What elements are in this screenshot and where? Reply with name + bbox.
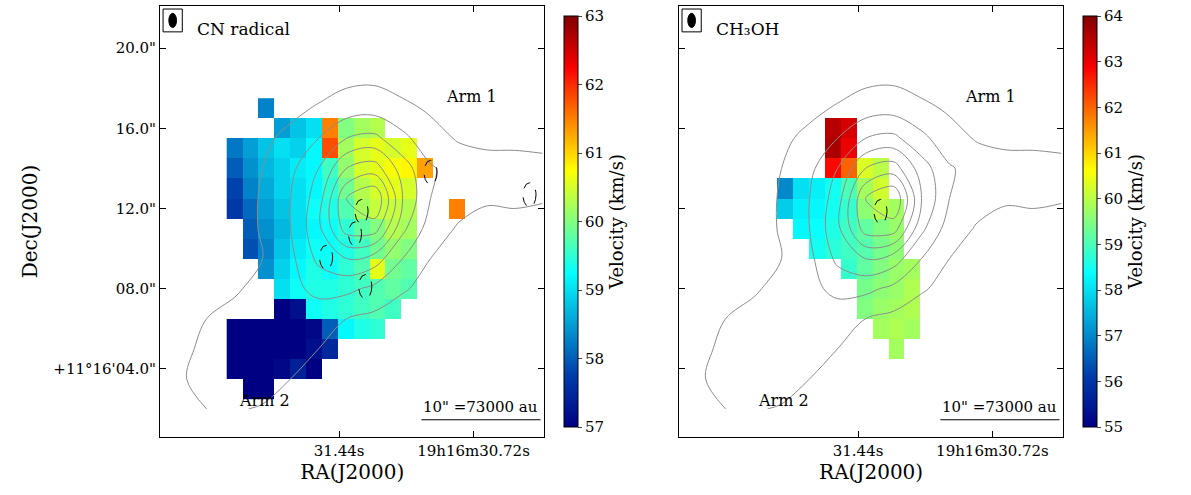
- svg-text:RA(J2000): RA(J2000): [819, 460, 923, 484]
- svg-text:10" =73000 au: 10" =73000 au: [423, 398, 538, 416]
- svg-text:RA(J2000): RA(J2000): [300, 460, 404, 484]
- svg-text:19h16m30.72s: 19h16m30.72s: [417, 442, 530, 460]
- svg-text:CN radical: CN radical: [197, 19, 290, 39]
- svg-text:20.0": 20.0": [116, 39, 156, 57]
- svg-text:63: 63: [585, 7, 604, 25]
- svg-text:58: 58: [1104, 281, 1123, 299]
- svg-text:59: 59: [585, 281, 604, 299]
- svg-text:58: 58: [585, 350, 604, 368]
- svg-text:16.0": 16.0": [116, 120, 156, 138]
- svg-text:31.44s: 31.44s: [833, 442, 884, 460]
- svg-text:12.0": 12.0": [116, 200, 156, 218]
- svg-text:61: 61: [1104, 144, 1123, 162]
- svg-text:Arm 1: Arm 1: [446, 87, 497, 106]
- svg-text:57: 57: [1104, 327, 1123, 345]
- svg-text:Velocity (km/s): Velocity (km/s): [606, 154, 627, 290]
- svg-text:62: 62: [585, 76, 604, 94]
- svg-text:19h16m30.72s: 19h16m30.72s: [936, 442, 1049, 460]
- svg-text:60: 60: [1104, 190, 1123, 208]
- svg-text:10" =73000 au: 10" =73000 au: [942, 398, 1057, 416]
- svg-text:Velocity (km/s): Velocity (km/s): [1125, 154, 1146, 290]
- svg-text:55: 55: [1104, 418, 1123, 436]
- svg-text:31.44s: 31.44s: [314, 442, 365, 460]
- svg-text:Arm 2: Arm 2: [239, 391, 290, 410]
- svg-text:CH₃OH: CH₃OH: [716, 19, 779, 39]
- svg-text:Arm 1: Arm 1: [965, 87, 1016, 106]
- svg-text:62: 62: [1104, 99, 1123, 117]
- svg-text:60: 60: [585, 213, 604, 231]
- svg-text:63: 63: [1104, 53, 1123, 71]
- svg-text:Arm 2: Arm 2: [758, 391, 809, 410]
- svg-text:57: 57: [585, 418, 604, 436]
- svg-text:61: 61: [585, 144, 604, 162]
- svg-text:08.0": 08.0": [116, 280, 156, 298]
- svg-text:56: 56: [1104, 373, 1123, 391]
- svg-text:+11°16'04.0": +11°16'04.0": [53, 360, 156, 378]
- svg-text:59: 59: [1104, 236, 1123, 254]
- svg-text:64: 64: [1104, 7, 1123, 25]
- svg-text:Dec(J2000): Dec(J2000): [18, 165, 42, 279]
